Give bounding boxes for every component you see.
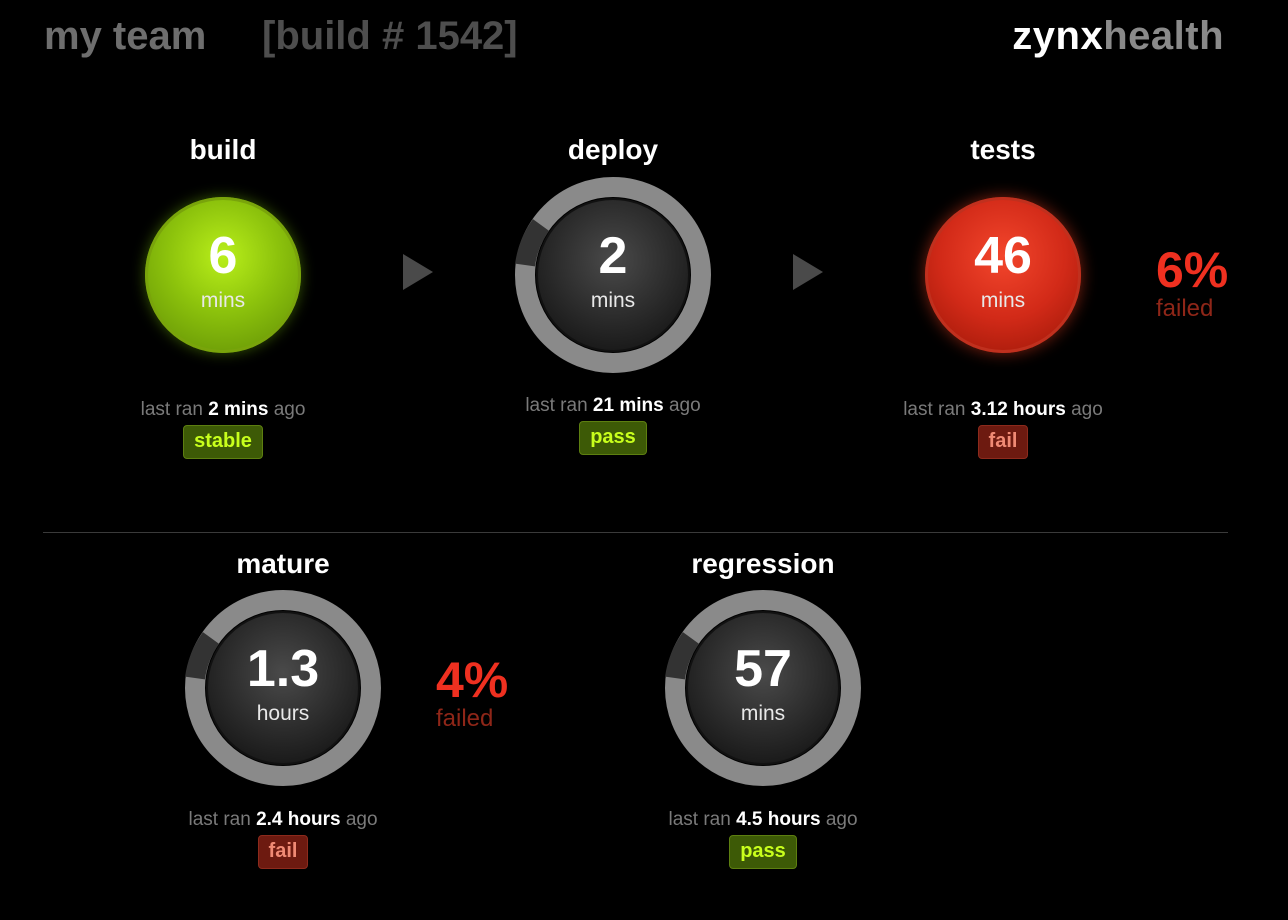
logo-bold-text: zynx [1012,14,1104,58]
logo: zynxhealth [1012,14,1224,59]
pipeline-arrow-icon [403,254,433,290]
last-ran-suffix: ago [1071,399,1103,420]
duration-unit: mins [980,289,1026,312]
duration-value: 57 [734,640,792,698]
duration-value: 1.3 [246,640,320,698]
last-ran-prefix: last ran [903,399,966,420]
failed-percent-label: failed [1156,295,1214,322]
progress-ring-icon [185,590,381,786]
last-ran-value: 21 mins [592,395,664,416]
progress-ring-icon [665,590,861,786]
build-number: [build # 1542] [262,14,518,58]
duration-unit: mins [740,702,786,725]
logo-light-text: health [1103,14,1224,58]
last-ran-prefix: last ran [188,809,251,830]
last-ran-suffix: ago [273,399,306,420]
last-ran: last ran 21 mins ago [493,395,733,417]
duration-unit: mins [200,289,246,312]
regression-duration-dial: 57 mins [665,590,861,786]
last-ran-prefix: last ran [140,399,203,420]
duration-unit: mins [590,289,636,312]
progress-ring-icon [515,177,711,373]
team-title: my team [44,14,207,58]
last-ran-suffix: ago [668,395,701,416]
last-ran-suffix: ago [345,809,378,830]
last-ran-suffix: ago [825,809,858,830]
stage-title: tests [970,134,1036,165]
status-badge: fail [257,835,309,869]
last-ran: last ran 4.5 hours ago [643,809,883,831]
status-badge: stable [183,425,263,459]
section-divider [43,532,1228,533]
last-ran-value: 4.5 hours [736,809,821,830]
duration-value: 46 [974,227,1032,285]
last-ran-value: 2.4 hours [256,809,341,830]
mature-duration-dial: 1.3 hours [185,590,381,786]
tests-duration-dial: 46 mins [925,197,1081,353]
failed-percent-value: 4% [436,652,509,708]
status-badge: pass [579,421,647,455]
last-ran-value: 2 mins [208,399,269,420]
stage-title: build [189,134,257,165]
mature-failed-percent: 4% failed [436,654,508,732]
status-badge: fail [977,425,1029,459]
stage-title: deploy [567,134,659,165]
last-ran-prefix: last ran [668,809,731,830]
last-ran: last ran 2.4 hours ago [163,809,403,831]
last-ran-prefix: last ran [525,395,588,416]
last-ran: last ran 2 mins ago [103,399,343,421]
tests-failed-percent: 6% failed [1156,244,1228,322]
duration-unit: hours [256,702,310,725]
failed-percent-value: 6% [1156,242,1229,298]
last-ran-value: 3.12 hours [970,399,1066,420]
duration-value: 2 [598,227,628,285]
stage-title: regression [691,548,835,579]
failed-percent-label: failed [436,705,494,732]
last-ran: last ran 3.12 hours ago [883,399,1123,421]
status-badge: pass [729,835,797,869]
deploy-duration-dial: 2 mins [515,177,711,373]
pipeline-arrow-icon [793,254,823,290]
stage-title: mature [236,548,330,579]
build-duration-dial: 6 mins [145,197,301,353]
duration-value: 6 [208,227,238,285]
